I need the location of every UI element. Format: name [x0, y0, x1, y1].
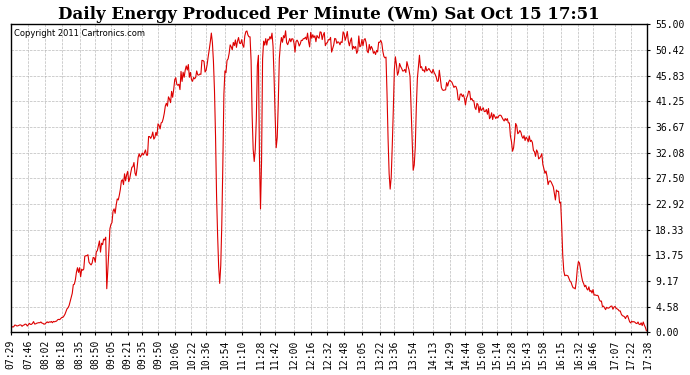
Title: Daily Energy Produced Per Minute (Wm) Sat Oct 15 17:51: Daily Energy Produced Per Minute (Wm) Sa… — [58, 6, 600, 22]
Text: Copyright 2011 Cartronics.com: Copyright 2011 Cartronics.com — [14, 29, 145, 38]
